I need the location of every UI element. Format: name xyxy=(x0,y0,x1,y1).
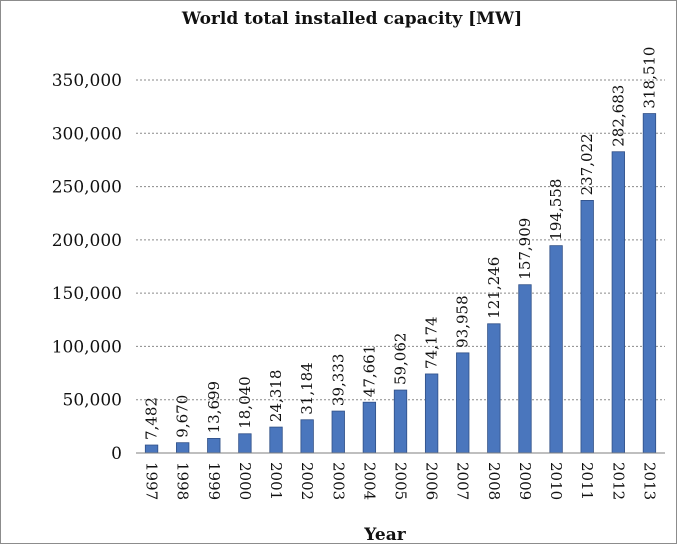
gridlines xyxy=(136,79,665,401)
y-tick-label: 100,000 xyxy=(52,337,122,357)
x-tick-label: 2002 xyxy=(298,462,316,500)
data-label: 7,482 xyxy=(143,397,161,440)
y-tick-label: 0 xyxy=(111,444,122,464)
data-label: 93,958 xyxy=(454,295,472,348)
data-label: 31,184 xyxy=(298,362,316,415)
bar-2000 xyxy=(238,433,252,454)
bars xyxy=(144,113,657,454)
bar-2004 xyxy=(362,401,377,454)
x-tick-label: 1999 xyxy=(205,462,223,500)
x-tick-label: 2001 xyxy=(267,462,285,500)
data-label: 121,246 xyxy=(485,257,503,319)
chart-title: World total installed capacity [MW] xyxy=(181,9,522,29)
x-tick-label: 2004 xyxy=(360,462,378,500)
data-label: 282,683 xyxy=(609,85,627,147)
x-tick-label: 2006 xyxy=(423,462,441,500)
y-tick-label: 300,000 xyxy=(52,124,122,144)
bar-2002 xyxy=(300,419,314,454)
x-axis-label: Year xyxy=(363,525,406,545)
x-tick-label: 2011 xyxy=(578,462,596,500)
x-tick-label: 2005 xyxy=(392,462,410,500)
y-tick-label: 250,000 xyxy=(52,178,122,198)
bar-2013 xyxy=(642,113,657,454)
bar-1997 xyxy=(144,444,159,454)
x-tick-label: 1997 xyxy=(143,462,161,500)
x-tick-label: 2009 xyxy=(516,462,534,500)
y-tick-label: 150,000 xyxy=(52,284,122,304)
data-label: 18,040 xyxy=(236,376,254,428)
x-tick-label: 2000 xyxy=(236,462,254,500)
data-label: 24,318 xyxy=(267,370,285,423)
data-labels: 7,482 9,670 13,699 18,040 24,318 31,184 39,333… xyxy=(143,47,659,440)
x-tick-label: 2008 xyxy=(485,462,503,500)
x-tick-label: 2010 xyxy=(547,462,565,500)
bar-2009 xyxy=(518,284,532,454)
bar-2005 xyxy=(393,389,408,454)
bar-2010 xyxy=(549,245,563,454)
data-label: 157,909 xyxy=(516,218,534,280)
y-axis-ticks: 0 50,000 100,000 150,000 200,000 250,000 300,0… xyxy=(52,71,122,464)
bar-2001 xyxy=(269,426,283,454)
x-tick-label: 1998 xyxy=(174,462,192,500)
data-label: 59,062 xyxy=(392,333,410,386)
x-tick-label: 2012 xyxy=(609,462,627,500)
data-label: 237,022 xyxy=(578,133,596,195)
x-tick-label: 2013 xyxy=(640,462,658,500)
bar-2011 xyxy=(580,200,594,454)
y-tick-label: 200,000 xyxy=(52,231,122,251)
bar-2007 xyxy=(456,352,470,454)
x-axis-ticks: 1997 1998 1999 2000 2001 2002 2003 2004 2005 2006… xyxy=(143,462,659,500)
x-tick-label: 2003 xyxy=(329,462,347,500)
data-label: 9,670 xyxy=(174,395,192,438)
data-label: 13,699 xyxy=(205,381,223,434)
data-label: 47,661 xyxy=(360,345,378,398)
bar-2003 xyxy=(331,410,345,454)
data-label: 194,558 xyxy=(547,179,565,241)
bar-2008 xyxy=(487,323,501,454)
data-label: 318,510 xyxy=(640,47,658,109)
bar-2006 xyxy=(424,373,439,454)
bar-1998 xyxy=(176,442,190,454)
x-tick-label: 2007 xyxy=(454,462,472,500)
y-tick-label: 50,000 xyxy=(63,391,122,411)
y-tick-label: 350,000 xyxy=(52,71,122,91)
bar-2012 xyxy=(611,151,625,454)
data-label: 74,174 xyxy=(423,316,441,369)
bar-1999 xyxy=(207,438,221,454)
data-label: 39,333 xyxy=(329,354,347,407)
